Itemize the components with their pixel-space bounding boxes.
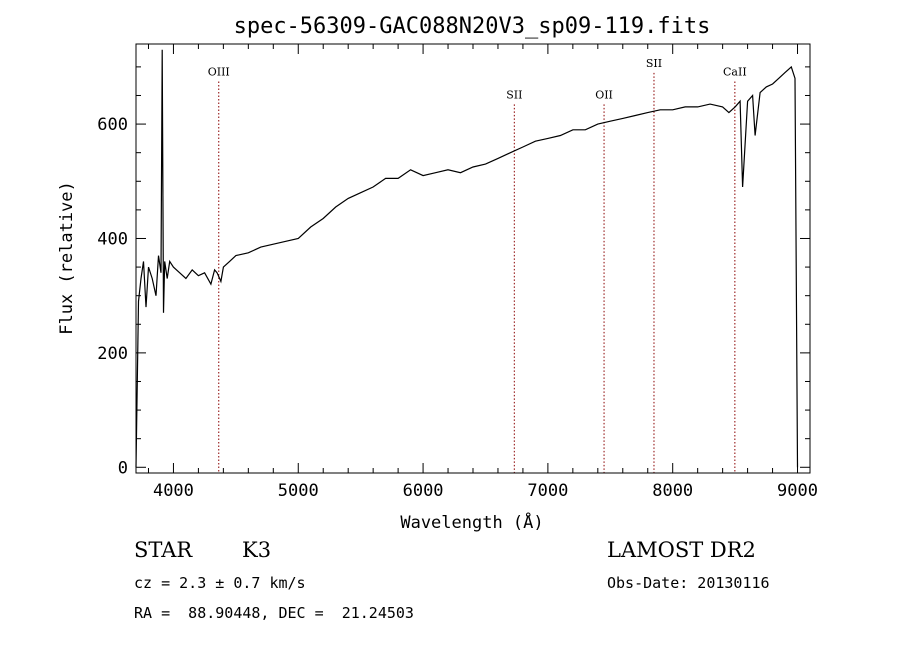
line-label-caii: CaII	[723, 65, 747, 78]
line-label-oiii: OIII	[208, 65, 230, 78]
y-tick-label: 0	[118, 458, 128, 478]
emission-line-markers: OIII SII OII SII CaII	[208, 57, 747, 473]
x-tick-label: 9000	[777, 481, 818, 501]
spectrum-chart: spec-56309-GAC088N20V3_sp09-119.fits OII…	[57, 14, 818, 533]
x-tick-label: 6000	[403, 481, 444, 501]
chart-title: spec-56309-GAC088N20V3_sp09-119.fits	[234, 14, 711, 39]
y-axis-label: Flux (relative)	[57, 181, 77, 335]
x-tick-label: 8000	[652, 481, 693, 501]
ra-dec-coordinates: RA = 88.90448, DEC = 21.24503	[134, 604, 414, 622]
line-label-sii: SII	[646, 57, 662, 70]
x-tick-label: 7000	[527, 481, 568, 501]
redshift-cz: cz = 2.3 ± 0.7 km/s	[134, 574, 306, 592]
plot-frame	[135, 43, 811, 474]
spectrum-series-line	[135, 49, 799, 468]
x-tick-label: 4000	[153, 481, 194, 501]
object-subclass: K3	[242, 538, 272, 562]
axis-ticks: 4000 5000 6000 7000 8000 9000 0 200 400 600	[97, 44, 818, 501]
line-label-sii: SII	[506, 88, 522, 101]
line-label-oii: OII	[595, 88, 613, 101]
x-tick-label: 5000	[278, 481, 319, 501]
y-tick-label: 200	[97, 344, 128, 364]
y-tick-label: 400	[97, 229, 128, 249]
survey-name: LAMOST DR2	[607, 538, 756, 562]
observation-date: Obs-Date: 20130116	[607, 574, 770, 592]
y-tick-label: 600	[97, 115, 128, 135]
object-class: STAR	[134, 538, 193, 562]
x-axis-label: Wavelength (Å)	[400, 511, 543, 533]
